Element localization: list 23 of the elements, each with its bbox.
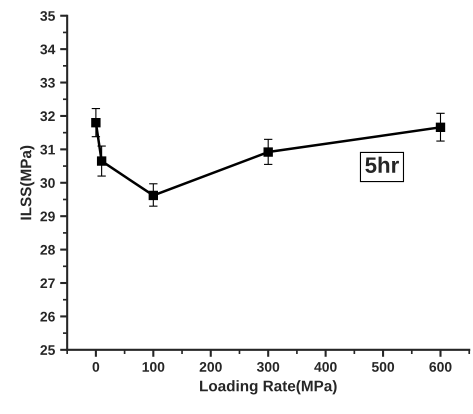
y-tick-label: 27 — [40, 278, 55, 288]
x-tick-label: 400 — [314, 362, 337, 372]
x-tick-label: 300 — [256, 362, 280, 372]
y-tick-label: 34 — [40, 44, 56, 54]
y-tick-label: 29 — [40, 212, 55, 222]
y-tick-label: 35 — [40, 11, 55, 21]
x-tick-label: 0 — [92, 362, 100, 372]
y-tick-label: 32 — [40, 111, 55, 122]
y-tick-label: 28 — [40, 244, 55, 255]
x-tick-label: 500 — [372, 362, 394, 372]
point — [96, 156, 106, 166]
y-axis-title: ILSS(MPa) — [20, 146, 34, 220]
point — [91, 118, 101, 128]
x-axis-title: Loading Rate(MPa) — [200, 380, 337, 394]
y-tick-label: 31 — [40, 144, 55, 155]
x-tick-label: 600 — [429, 362, 452, 372]
x-tick-label: 100 — [142, 362, 164, 372]
annotation: 5hr — [365, 156, 399, 173]
x-tick-label: 200 — [200, 362, 222, 372]
y-tick-label: 30 — [40, 178, 55, 188]
y-tick-label: 26 — [40, 312, 55, 322]
y-tick-label: 33 — [40, 78, 55, 88]
y-tick-label: 25 — [40, 345, 55, 355]
